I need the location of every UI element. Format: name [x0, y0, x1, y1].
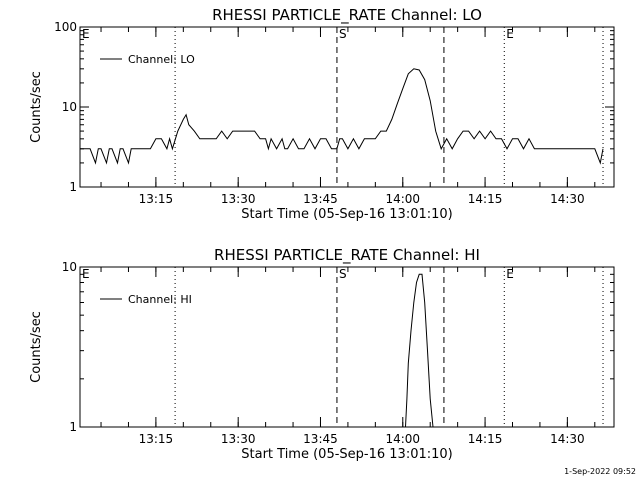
x-tick-label: 14:00: [385, 432, 420, 446]
plot-frame: [79, 26, 615, 188]
legend-label: Channel: HI: [128, 293, 192, 306]
panel-lo: RHESSI PARTICLE_RATE Channel: LO 1 10 100 13…: [29, 6, 615, 222]
x-tick-label: 13:15: [139, 192, 174, 206]
x-tick-label: 14:30: [550, 432, 585, 446]
marker-label: E: [82, 267, 90, 281]
y-tick-label: 1: [69, 420, 77, 434]
x-tick-label: 13:45: [303, 432, 338, 446]
plot-frame: [79, 266, 615, 428]
legend-label: Channel: LO: [128, 53, 195, 66]
panel-hi: RHESSI PARTICLE_RATE Channel: HI 1 10 13:15…: [29, 246, 615, 462]
x-axis-label: Start Time (05-Sep-16 13:01:10): [241, 447, 452, 462]
series-line: [80, 68, 604, 165]
y-axis-label: Counts/sec: [29, 71, 44, 143]
marker-label: S: [339, 27, 347, 41]
x-tick-label: 13:30: [221, 192, 256, 206]
x-tick-label: 13:15: [139, 432, 174, 446]
x-tick-label: 14:15: [468, 432, 503, 446]
x-axis-label: Start Time (05-Sep-16 13:01:10): [241, 207, 452, 222]
marker-label: E: [82, 27, 90, 41]
marker-label: S: [339, 267, 347, 281]
y-tick-label: 100: [54, 20, 77, 34]
chart-title: RHESSI PARTICLE_RATE Channel: HI: [214, 246, 480, 265]
y-tick-label: 10: [62, 260, 77, 274]
x-tick-label: 13:30: [221, 432, 256, 446]
x-tick-label: 14:00: [385, 192, 420, 206]
chart-title: RHESSI PARTICLE_RATE Channel: LO: [212, 6, 482, 25]
x-tick-label: 14:30: [550, 192, 585, 206]
x-tick-label: 14:15: [468, 192, 503, 206]
y-tick-label: 10: [62, 100, 77, 114]
timestamp: 1-Sep-2022 09:52: [564, 467, 636, 476]
marker-label: E: [506, 267, 514, 281]
y-axis-label: Counts/sec: [29, 311, 44, 383]
marker-label: E: [506, 27, 514, 41]
y-tick-label: 1: [69, 180, 77, 194]
x-tick-label: 13:45: [303, 192, 338, 206]
series-line: [405, 273, 434, 428]
